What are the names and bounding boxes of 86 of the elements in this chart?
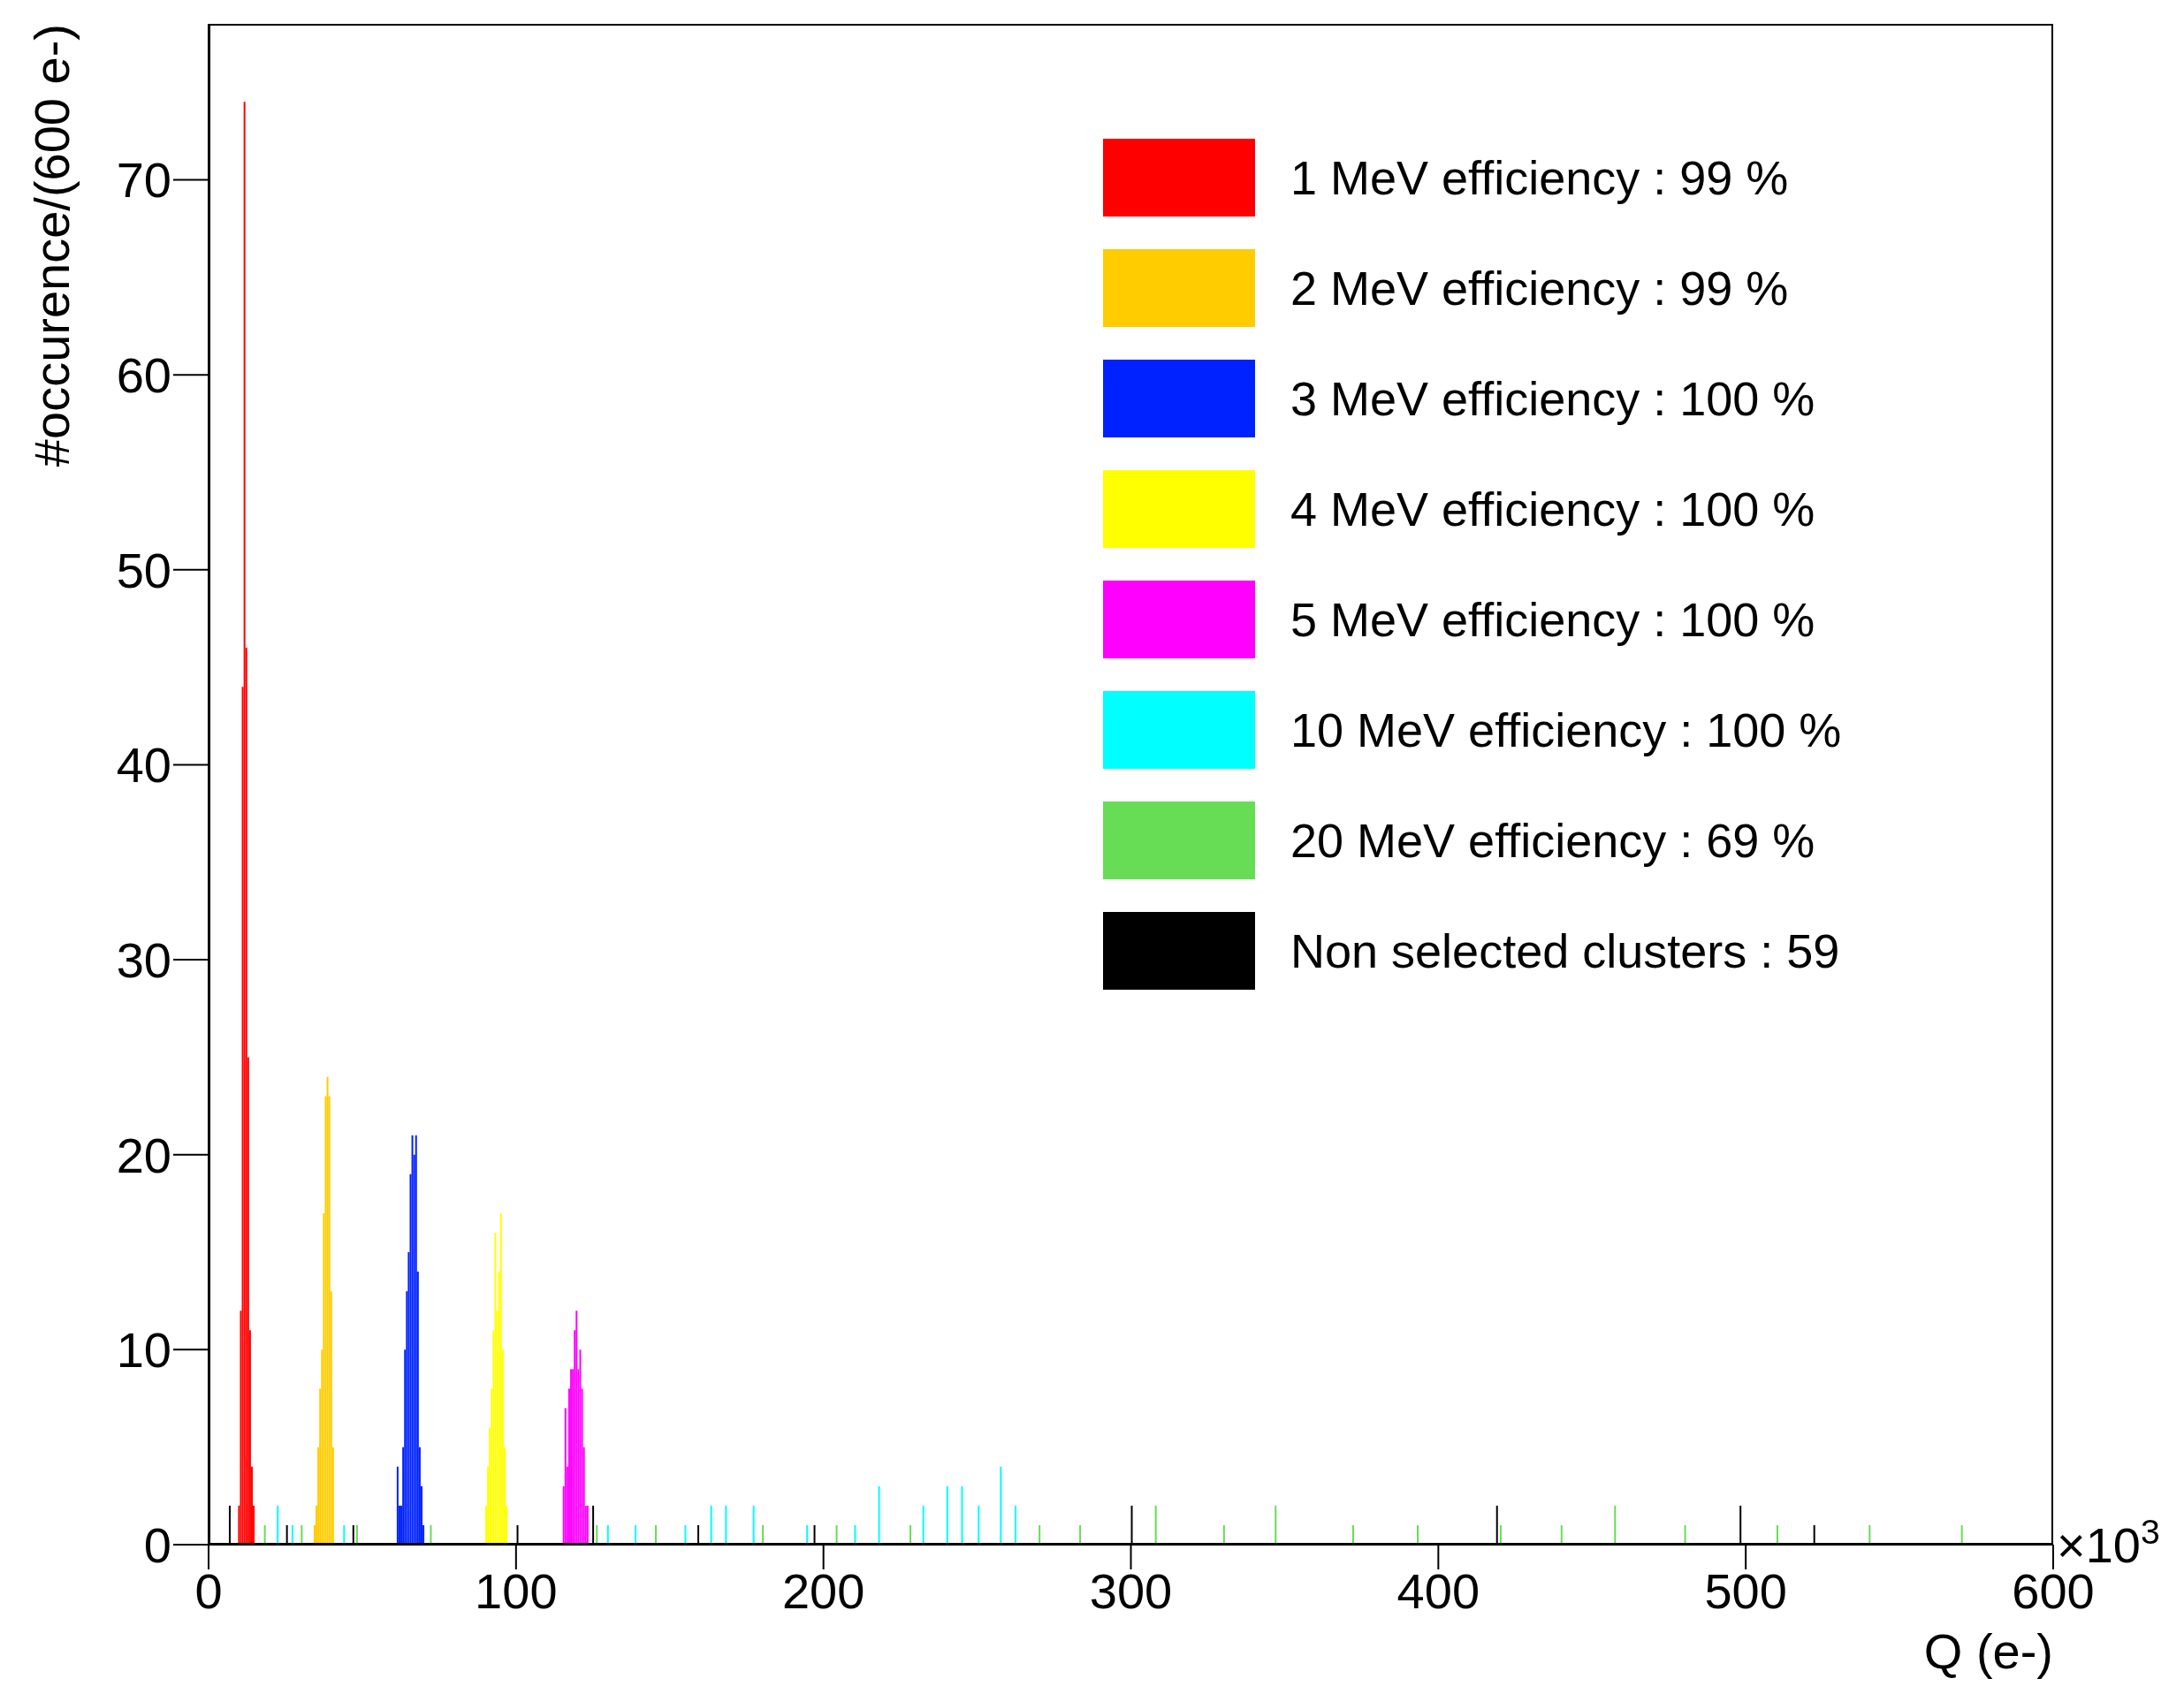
- bar: [909, 1524, 912, 1545]
- bar: [655, 1524, 658, 1545]
- x-tick-label: 300: [1089, 1562, 1173, 1619]
- bar: [415, 1135, 417, 1545]
- bar: [277, 1505, 279, 1545]
- bar: [575, 1310, 578, 1545]
- legend-label: Non selected clusters : 59: [1290, 923, 1840, 978]
- bar: [946, 1485, 948, 1545]
- bar: [285, 1524, 288, 1545]
- x-tick-label: 400: [1396, 1562, 1480, 1619]
- bar: [725, 1505, 727, 1545]
- bar: [1739, 1505, 1742, 1545]
- bar: [1222, 1524, 1225, 1545]
- bar: [1868, 1524, 1871, 1545]
- bar: [710, 1505, 712, 1545]
- legend-label: 10 MeV efficiency : 100 %: [1290, 702, 1842, 757]
- bar: [1015, 1505, 1017, 1545]
- bar: [499, 1212, 502, 1545]
- bar: [922, 1505, 925, 1545]
- bar: [411, 1135, 414, 1545]
- bar: [396, 1466, 399, 1545]
- bar: [762, 1524, 765, 1545]
- bar: [1776, 1524, 1778, 1545]
- bar: [1130, 1505, 1133, 1545]
- x-tick-label: 200: [781, 1562, 865, 1619]
- bar: [1079, 1524, 1082, 1545]
- bar: [752, 1505, 755, 1545]
- legend-label: 4 MeV efficiency : 100 %: [1290, 481, 1815, 536]
- bar: [228, 1505, 231, 1545]
- bar: [1416, 1524, 1419, 1545]
- bar: [835, 1524, 838, 1545]
- bar: [516, 1524, 519, 1545]
- bar: [854, 1524, 856, 1545]
- bar: [1813, 1524, 1815, 1545]
- bar: [635, 1524, 637, 1545]
- bar: [1614, 1505, 1617, 1545]
- bar: [1560, 1524, 1563, 1545]
- bar: [243, 102, 246, 1545]
- x-axis-title: Q (e-): [1923, 1623, 2053, 1679]
- bar: [263, 1524, 266, 1545]
- y-tick-label: 30: [116, 931, 171, 988]
- bar: [579, 1349, 582, 1545]
- bar: [564, 1408, 567, 1545]
- x-tick-label: 0: [194, 1562, 223, 1619]
- legend-label: 1 MeV efficiency : 99 %: [1290, 149, 1789, 205]
- bar: [1499, 1524, 1502, 1545]
- bar: [592, 1505, 595, 1545]
- bar: [1154, 1505, 1157, 1545]
- bar: [978, 1505, 980, 1545]
- legend-label: 2 MeV efficiency : 99 %: [1290, 260, 1789, 315]
- bar: [606, 1524, 609, 1545]
- bar: [1039, 1524, 1041, 1545]
- bar: [494, 1232, 497, 1545]
- bar: [430, 1524, 432, 1545]
- legend-label: 3 MeV efficiency : 100 %: [1290, 370, 1815, 426]
- bar: [1000, 1466, 1002, 1545]
- y-tick-label: 50: [116, 542, 171, 598]
- bar: [806, 1524, 809, 1545]
- y-tick-label: 10: [116, 1322, 171, 1379]
- bar: [291, 1524, 293, 1545]
- bar: [1684, 1524, 1686, 1545]
- bar: [878, 1485, 880, 1545]
- y-tick-label: 60: [116, 347, 171, 404]
- bar: [352, 1524, 354, 1545]
- bar: [961, 1485, 963, 1545]
- bar: [1275, 1505, 1277, 1545]
- bar: [684, 1524, 687, 1545]
- legend-label: 5 MeV efficiency : 100 %: [1290, 591, 1815, 647]
- bar: [813, 1524, 816, 1545]
- bar: [1351, 1524, 1354, 1545]
- legend-label: 20 MeV efficiency : 69 %: [1290, 812, 1815, 868]
- bar: [343, 1524, 346, 1545]
- bar: [596, 1524, 598, 1545]
- bar: [355, 1524, 358, 1545]
- x-tick-label: 100: [475, 1562, 558, 1619]
- bar: [301, 1524, 303, 1545]
- bar: [1495, 1505, 1498, 1545]
- y-tick-label: 20: [116, 1127, 171, 1183]
- bar: [1960, 1524, 1963, 1545]
- y-tick-label: 40: [116, 737, 171, 794]
- x-tick-label: 500: [1704, 1562, 1787, 1619]
- bar: [697, 1524, 700, 1545]
- bar: [326, 1076, 329, 1545]
- y-tick-label: 0: [143, 1516, 171, 1573]
- y-tick-label: 70: [116, 152, 171, 209]
- y-axis-title: #occurence/(600 e-): [24, 24, 80, 467]
